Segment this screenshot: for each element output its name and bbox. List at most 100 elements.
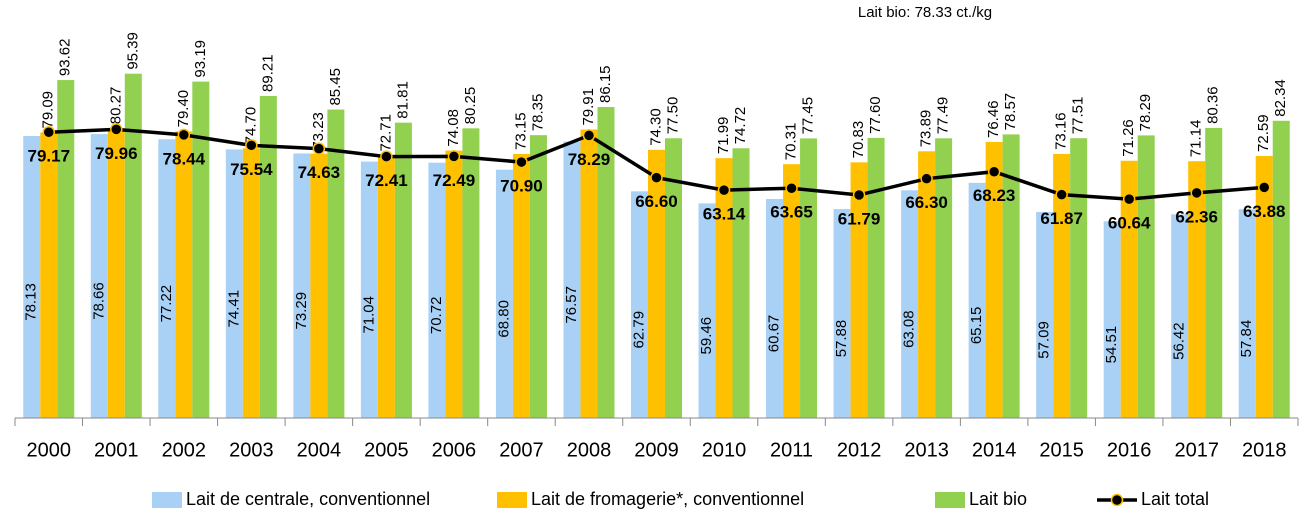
line-marker: [1122, 192, 1136, 206]
bar: [580, 129, 598, 418]
bar: [833, 209, 851, 418]
bar: [529, 135, 547, 419]
bar: [648, 149, 665, 418]
bar-value-label: 56.42: [1171, 322, 1188, 360]
bar: [1002, 134, 1020, 419]
bar-value-label: 77.50: [664, 97, 681, 135]
bar: [40, 132, 58, 418]
bar: [867, 137, 885, 418]
x-tick-label: 2009: [634, 439, 679, 461]
line-value-label: 60.64: [1108, 214, 1151, 233]
bar: [394, 122, 412, 418]
bar-value-label: 85.45: [327, 68, 344, 106]
line-value-label: 66.60: [635, 192, 678, 211]
bar: [1171, 214, 1189, 418]
line-value-label: 74.63: [298, 163, 341, 182]
bar-value-label: 74.30: [647, 108, 664, 146]
bar: [1205, 127, 1223, 419]
line-value-label: 66.30: [905, 193, 948, 212]
bar-value-label: 79.40: [175, 90, 192, 128]
line-value-label: 79.17: [27, 147, 70, 166]
bar-value-label: 59.46: [698, 317, 715, 355]
x-tick-label: 2006: [432, 439, 477, 461]
line-marker: [1257, 181, 1271, 194]
line-value-label: 72.41: [365, 171, 408, 190]
bar: [225, 149, 243, 419]
bar: [462, 128, 480, 418]
bar-value-label: 78.13: [23, 283, 40, 321]
bar: [1120, 160, 1138, 418]
legend-label: Lait total: [1141, 489, 1209, 509]
bar-value-label: 76.57: [563, 286, 580, 324]
line-marker: [42, 125, 56, 139]
bar-value-label: 80.25: [462, 87, 479, 125]
line-marker: [920, 172, 933, 185]
bar-value-label: 71.14: [1188, 120, 1205, 158]
bar-value-label: 82.34: [1272, 79, 1289, 117]
bar-value-label: 77.22: [158, 285, 175, 323]
x-tick-label: 2011: [770, 439, 813, 461]
bar-value-label: 74.08: [445, 109, 462, 147]
line-marker: [987, 165, 1001, 178]
legend-label: Lait de fromagerie*, conventionnel: [531, 489, 804, 509]
bar-value-label: 73.89: [918, 110, 935, 148]
bar-value-label: 73.15: [512, 112, 529, 150]
legend-swatch: [497, 492, 527, 508]
bar: [918, 151, 936, 418]
bar-value-label: 54.51: [1103, 326, 1120, 364]
bar: [698, 203, 716, 418]
bar: [732, 148, 750, 418]
bar: [310, 153, 328, 418]
bar: [1036, 211, 1054, 418]
bar: [242, 148, 260, 418]
bar-value-label: 77.60: [867, 96, 884, 134]
bar-value-label: 89.21: [259, 54, 276, 92]
bar-value-label: 80.27: [107, 87, 124, 125]
bar-value-label: 78.66: [90, 282, 107, 320]
bar: [1188, 161, 1206, 418]
line-marker: [717, 183, 731, 197]
line-value-label: 78.29: [568, 150, 611, 169]
line-marker: [1055, 188, 1068, 201]
line-marker: [447, 150, 461, 163]
bar-value-label: 81.81: [394, 81, 411, 119]
line-value-label: 70.90: [500, 177, 543, 196]
bar: [495, 169, 513, 418]
bar: [766, 199, 784, 418]
line-value-label: 72.49: [433, 171, 476, 190]
bar: [327, 109, 345, 419]
line-value-label: 63.65: [770, 203, 813, 222]
bar: [259, 95, 277, 418]
x-tick-label: 2018: [1242, 439, 1287, 461]
line-marker: [852, 188, 866, 202]
bar: [1070, 138, 1088, 418]
x-tick-label: 2016: [1107, 439, 1152, 461]
annotation: Lait bio: 78.33 ct./kg: [858, 4, 992, 21]
line-marker: [785, 181, 798, 195]
line-marker: [245, 139, 258, 152]
bar: [90, 134, 108, 418]
bar: [800, 138, 818, 418]
line-value-label: 79.96: [95, 144, 138, 163]
bar: [1255, 155, 1273, 418]
x-tick-label: 2013: [904, 439, 949, 461]
line-marker: [177, 128, 191, 142]
x-tick-label: 2003: [229, 439, 274, 461]
bar: [1137, 135, 1155, 418]
line-marker: [650, 171, 663, 184]
bar-value-label: 77.49: [935, 97, 952, 135]
bar-value-label: 73.16: [1053, 112, 1070, 150]
bar: [158, 139, 176, 418]
bar: [445, 150, 463, 418]
bar-value-label: 57.88: [833, 320, 850, 358]
x-tick-label: 2017: [1174, 439, 1219, 461]
line-marker: [1190, 186, 1203, 200]
legend-swatch: [152, 492, 182, 508]
line-value-label: 61.79: [838, 209, 881, 228]
bar: [428, 162, 446, 418]
bar: [124, 73, 142, 418]
bar-value-label: 72.71: [377, 114, 394, 152]
bar: [850, 162, 868, 418]
x-tick-label: 2001: [94, 439, 139, 461]
